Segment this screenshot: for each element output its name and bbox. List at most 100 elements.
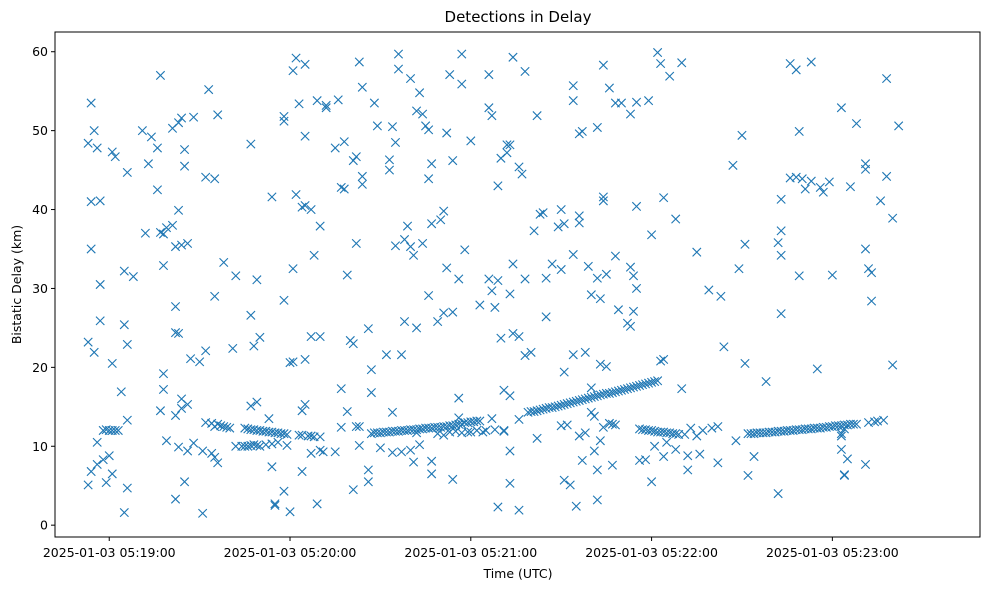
data-point	[559, 219, 569, 229]
data-point	[505, 289, 515, 299]
data-point	[243, 441, 253, 451]
data-point	[439, 206, 449, 216]
data-point	[839, 470, 850, 480]
data-point	[155, 406, 166, 416]
y-tick-label: 40	[32, 202, 48, 217]
data-point	[424, 174, 434, 184]
data-point	[372, 121, 382, 131]
data-point	[565, 398, 575, 408]
data-point	[484, 274, 494, 284]
data-point	[390, 241, 401, 251]
y-tick-label: 60	[32, 44, 48, 59]
data-point	[659, 193, 669, 203]
data-point	[182, 238, 193, 249]
data-point	[866, 268, 877, 278]
data-point	[776, 194, 786, 204]
data-point	[411, 106, 422, 116]
data-point	[894, 121, 904, 131]
data-point	[466, 427, 476, 437]
data-point	[282, 440, 292, 451]
data-point	[354, 57, 364, 67]
data-point	[179, 477, 190, 487]
data-point	[294, 99, 304, 109]
data-point	[595, 390, 605, 400]
data-point	[433, 429, 443, 439]
data-point	[586, 407, 596, 417]
data-point	[204, 85, 214, 95]
data-point	[454, 274, 464, 284]
data-point	[646, 230, 657, 240]
data-point	[201, 172, 211, 182]
data-point	[333, 95, 343, 105]
data-point	[851, 118, 862, 129]
data-point	[592, 391, 602, 401]
data-point	[210, 452, 220, 462]
data-point	[839, 424, 850, 434]
data-point	[643, 378, 654, 388]
data-point	[568, 249, 578, 260]
data-point	[210, 174, 220, 184]
data-point	[399, 316, 410, 327]
data-point	[342, 406, 352, 417]
data-point	[427, 469, 437, 479]
data-point	[306, 204, 316, 215]
data-point	[520, 274, 530, 284]
data-point	[288, 264, 298, 274]
data-point	[348, 485, 358, 495]
data-point	[541, 312, 551, 322]
data-point	[213, 419, 223, 429]
data-point	[487, 286, 497, 296]
data-point	[538, 404, 548, 414]
data-point	[836, 429, 846, 439]
data-point	[176, 403, 187, 413]
data-point	[568, 81, 578, 91]
data-point	[466, 136, 476, 146]
data-point	[595, 436, 605, 446]
data-point	[646, 477, 657, 487]
data-point	[457, 419, 467, 429]
data-point	[806, 57, 816, 67]
data-point	[267, 439, 277, 449]
data-point	[535, 209, 545, 219]
data-point	[656, 58, 666, 69]
data-point	[851, 419, 862, 429]
data-point	[408, 457, 419, 467]
data-point	[776, 250, 786, 260]
data-point	[671, 444, 681, 455]
data-point	[330, 447, 340, 457]
data-point	[179, 144, 190, 155]
data-point	[737, 130, 747, 140]
data-point	[300, 399, 310, 410]
data-point	[631, 97, 642, 107]
data-point	[198, 446, 208, 456]
data-point	[213, 110, 223, 120]
data-point	[92, 437, 102, 447]
data-point	[568, 397, 578, 407]
data-point	[728, 160, 738, 170]
data-point	[273, 437, 283, 447]
data-point	[640, 455, 651, 465]
data-point	[716, 291, 726, 301]
data-point	[297, 406, 307, 416]
data-point	[219, 257, 229, 267]
data-point	[882, 171, 892, 181]
data-point	[547, 259, 557, 269]
data-point	[619, 384, 630, 395]
data-point	[671, 214, 681, 224]
data-point	[140, 228, 150, 238]
data-point	[170, 328, 181, 338]
data-point	[405, 242, 416, 252]
data-point	[613, 305, 624, 315]
data-point	[451, 426, 461, 436]
plot-frame	[54, 31, 981, 538]
data-point	[665, 71, 675, 81]
data-point	[83, 480, 93, 490]
data-point	[653, 47, 663, 58]
data-point	[267, 462, 277, 472]
data-point	[122, 415, 132, 425]
data-point	[122, 339, 132, 350]
data-point	[390, 137, 401, 148]
data-point	[818, 187, 828, 197]
data-point	[354, 421, 364, 432]
data-point	[499, 426, 509, 436]
